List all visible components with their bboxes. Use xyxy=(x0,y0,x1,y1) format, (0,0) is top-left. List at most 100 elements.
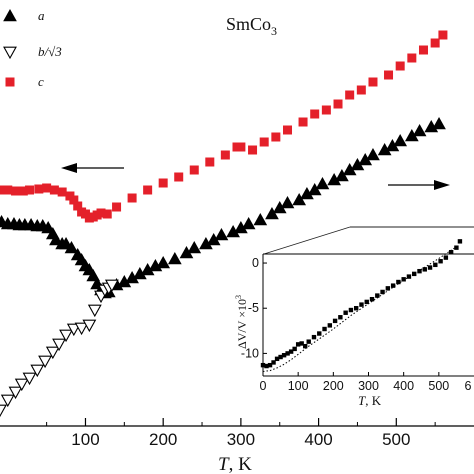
inset-measured-point xyxy=(281,353,287,358)
series-c-point xyxy=(127,193,137,203)
series-b-point xyxy=(8,386,23,400)
series-a-point xyxy=(315,176,330,190)
inset-measured-point xyxy=(390,283,396,288)
series-c-point xyxy=(271,132,281,142)
chart-title: SmCo3 xyxy=(226,14,277,38)
series-c-point xyxy=(73,201,83,211)
inset-measured-point xyxy=(359,302,364,307)
series-c-point xyxy=(96,208,106,218)
inset-measured-point xyxy=(380,289,385,295)
series-a-point xyxy=(265,206,279,220)
series-c-point xyxy=(283,125,293,135)
series-c-point xyxy=(143,185,153,195)
series-c-point xyxy=(34,184,44,194)
arrow-right-annotation xyxy=(388,180,450,190)
inset-x-tick-label: 400 xyxy=(393,379,414,393)
series-b-point xyxy=(52,338,66,352)
series-c-point xyxy=(345,90,355,100)
series-a-point xyxy=(167,251,182,265)
legend-label-b: b/√3 xyxy=(38,44,62,59)
x-tick-label: 200 xyxy=(149,430,177,449)
inset-measured-point xyxy=(385,286,391,291)
series-c-point xyxy=(333,99,343,109)
series-b-point xyxy=(74,322,89,336)
inset-measured-point xyxy=(295,342,301,347)
series-a-point xyxy=(214,227,229,241)
series-a-point xyxy=(86,268,101,282)
inset-measured-point xyxy=(274,356,280,362)
inset-measured-point xyxy=(271,360,276,365)
series-b-point xyxy=(45,346,60,360)
series-c-point xyxy=(259,137,269,147)
series-a-point xyxy=(49,232,63,246)
inset-measured-point xyxy=(457,239,463,244)
series-b-points xyxy=(0,279,119,418)
series-c-point xyxy=(18,186,28,196)
series-c-point xyxy=(430,38,440,48)
inset-ticks: 0 100 200 300 400 500 6 0 -5 -10 xyxy=(241,256,472,393)
series-a-point xyxy=(412,123,427,137)
inset-y-tick-label: -5 xyxy=(248,301,259,315)
series-c-point xyxy=(57,187,67,197)
inset-measured-point xyxy=(317,331,322,336)
series-c-point xyxy=(42,183,52,193)
series-c-point xyxy=(0,185,5,195)
legend-marker-b xyxy=(3,46,17,60)
inset-measured-point xyxy=(264,363,269,369)
inset-x-tick-label: 300 xyxy=(358,379,379,393)
series-a-point xyxy=(366,147,380,161)
inset-measured-point xyxy=(433,262,438,268)
series-c-point xyxy=(11,186,21,196)
inset-y-tick-label: 0 xyxy=(252,256,259,270)
series-c-point xyxy=(407,53,417,63)
series-b-point xyxy=(22,372,37,386)
series-a-point xyxy=(393,133,408,147)
inset-measured-point xyxy=(427,265,433,270)
inset-measured-point xyxy=(438,259,443,264)
inset-measured-point xyxy=(417,268,422,274)
series-b-point xyxy=(66,323,81,337)
series-c-point xyxy=(205,157,215,167)
inset-measured-point xyxy=(267,362,273,368)
series-c-point xyxy=(418,45,428,55)
inset-chart: 0 100 200 300 400 500 6 0 -5 -10 ΔV/V ×103 T, K xyxy=(234,239,474,408)
series-c-point xyxy=(158,178,168,188)
legend: a b/√3 c xyxy=(3,8,62,89)
inset-measured-point xyxy=(260,362,266,368)
inset-measured-point xyxy=(288,349,294,354)
x-tick-label: 300 xyxy=(227,430,255,449)
inset-measured-point xyxy=(322,326,327,332)
x-tick-label: 500 xyxy=(382,430,410,449)
series-c-point xyxy=(438,30,448,40)
inset-measured-point xyxy=(306,339,311,344)
series-a-point xyxy=(432,116,446,130)
series-b-point xyxy=(87,304,102,318)
series-c-point xyxy=(298,117,308,127)
series-c-point xyxy=(189,165,199,175)
inset-measured-point xyxy=(311,334,317,340)
inset-connector xyxy=(263,226,474,255)
inset-measured-point xyxy=(343,310,348,315)
inset-measured-point xyxy=(454,245,459,250)
arrow-left-annotation xyxy=(61,163,124,173)
inset-x-tick-label: 0 xyxy=(260,379,267,393)
series-b-point xyxy=(30,364,45,378)
series-a-point xyxy=(253,212,268,226)
series-b-point xyxy=(82,319,97,333)
series-c-point xyxy=(3,185,13,195)
inset-measured-point xyxy=(422,267,427,272)
series-c-point xyxy=(25,185,35,195)
series-c-point xyxy=(69,195,79,205)
x-tick-label: 100 xyxy=(71,430,99,449)
series-b-point xyxy=(38,355,53,369)
inset-measured-point xyxy=(348,307,354,313)
series-c-point xyxy=(102,209,112,219)
series-c-point xyxy=(321,105,331,115)
x-tick-label: 400 xyxy=(304,430,332,449)
inset-background xyxy=(263,254,474,376)
legend-marker-c xyxy=(5,77,15,87)
inset-x-tick-label: 500 xyxy=(428,379,449,393)
series-c-point xyxy=(112,202,122,212)
series-c-point xyxy=(220,150,230,160)
